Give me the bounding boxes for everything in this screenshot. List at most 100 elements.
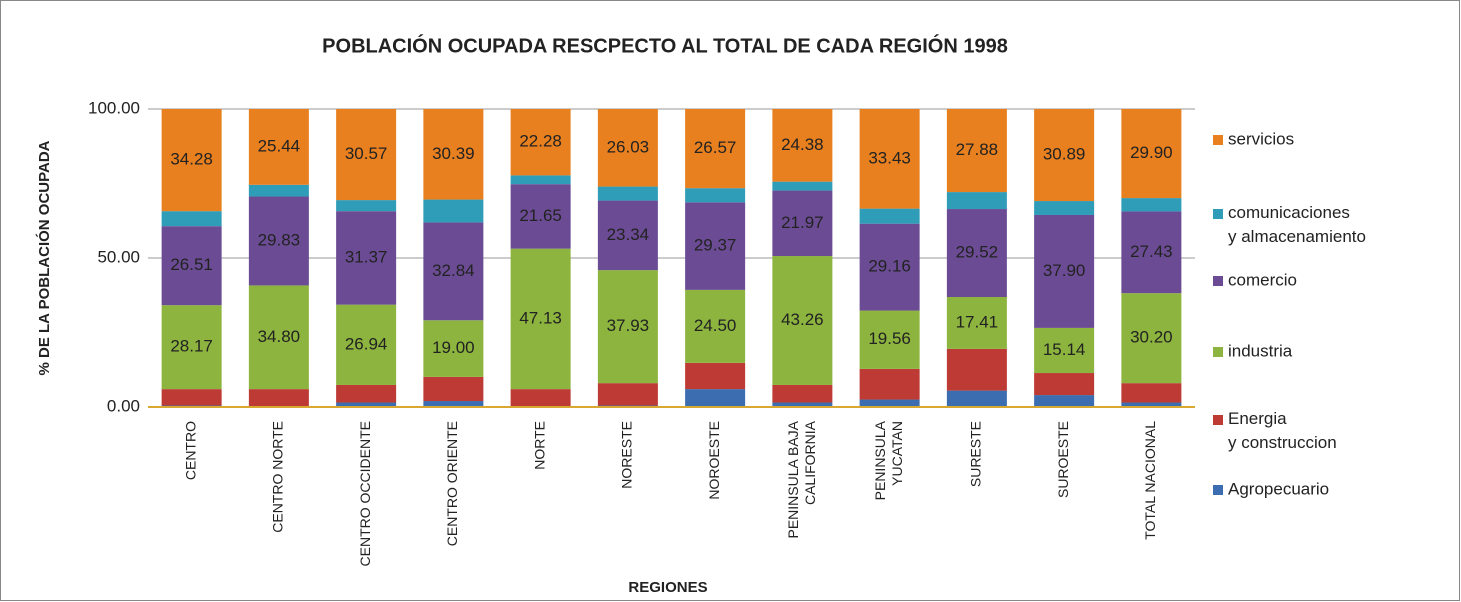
data-label: 30.89 [1043,145,1086,164]
legend-label: Energia y construccion [1228,409,1337,452]
bar-segment [161,211,222,227]
x-tick-label: NOROESTE [706,421,722,500]
bar-segment [685,389,746,407]
data-label: 28.17 [170,337,213,356]
x-tick-label: SUROESTE [1055,421,1071,498]
data-label: 21.65 [519,206,562,225]
bar-segment [248,109,309,185]
x-tick-label: CENTRO ORIENTE [444,421,460,546]
x-tick-label: PENINSULA BAJACALIFORNIA [785,420,818,538]
bar-segment [1034,373,1095,396]
bar-segment [423,222,484,321]
bar-segment [859,223,920,311]
chart-title: POBLACIÓN OCUPADA RESCPECTO AL TOTAL DE … [322,33,1008,57]
data-label: 29.83 [258,230,301,249]
bar-segment [597,270,658,384]
bar-segment [685,202,746,290]
bar-segment [1034,201,1095,215]
legend-swatch [1213,276,1223,286]
bar-segment [772,181,833,191]
data-label: 43.26 [781,310,824,329]
bar-segment [1121,383,1182,403]
bar-segment [423,109,484,200]
data-label: 19.56 [868,329,911,348]
data-label: 30.39 [432,144,475,163]
bar-segment [248,389,309,407]
bar-segment [772,384,833,403]
bar-segment [161,389,222,406]
y-tick-label: 0.00 [107,396,140,415]
data-label: 29.90 [1130,143,1173,162]
bar-segment [336,200,397,212]
data-label: 34.28 [170,150,213,169]
data-label: 26.57 [694,138,737,157]
legend-label: comercio [1228,270,1297,289]
bar-segment [859,399,920,407]
x-tick-label: CENTRO OCCIDENTE [357,421,373,566]
x-axis-label: REGIONES [628,579,707,596]
data-label: 30.57 [345,144,388,163]
x-tick-label: NORESTE [619,421,635,489]
legend-label: Agropecuario [1228,479,1329,498]
bar-segment [510,248,571,390]
legend-swatch [1213,485,1223,495]
data-label: 32.84 [432,261,475,280]
y-tick-label: 100.00 [88,98,140,117]
data-label: 26.94 [345,334,388,353]
x-tick-label: CENTRO NORTE [270,421,286,533]
x-tick-label: PENINSULAYUCATAN [872,420,905,500]
data-label: 26.03 [607,137,650,156]
bar-segment [336,109,397,201]
bar-segment [685,289,746,363]
bar-segment [597,109,658,187]
data-label: 23.34 [607,225,650,244]
data-label: 34.80 [258,327,301,346]
bar-segment [248,285,309,390]
data-label: 15.14 [1043,340,1086,359]
bar-segment [423,199,484,223]
bar-segment [336,384,397,403]
bar-segment [161,109,222,212]
bar-segment [1121,293,1182,384]
bar-segment [161,226,222,306]
data-label: 25.44 [258,136,301,155]
y-axis-label: % DE LA POBLACIÓN OCUPADA [35,140,53,375]
data-label: 31.37 [345,247,388,266]
bar-segment [772,190,833,257]
bar-segment [946,348,1007,391]
bar-segment [772,256,833,385]
bar-segment [161,305,222,390]
data-label: 37.93 [607,316,650,335]
bar-segment [946,192,1007,210]
data-label: 24.50 [694,316,737,335]
bar-segment [859,208,920,224]
legend-label: industria [1228,341,1293,360]
bar-segment [772,402,833,407]
bar-segment [946,297,1007,349]
bar-segment [336,402,397,407]
bar-segment [1121,109,1182,199]
data-label: 21.97 [781,213,824,232]
bar-segment [423,376,484,402]
data-label: 27.43 [1130,242,1173,261]
bar-segment [597,200,658,271]
bar-segment [859,368,920,400]
bar-segment [1121,198,1182,212]
bar-segment [336,211,397,305]
data-label: 17.41 [956,312,999,331]
legend-swatch [1213,135,1223,145]
legend-swatch [1213,415,1223,425]
bar-segment [510,389,571,407]
bar-segment [248,196,309,286]
bar-segment [510,175,571,185]
bar-segment [946,109,1007,193]
x-tick-label: TOTAL NACIONAL [1142,421,1158,540]
data-label: 19.00 [432,338,475,357]
bar-segment [336,304,397,385]
data-label: 27.88 [956,140,999,159]
bar-segment [946,209,1007,298]
bar-segment [1034,109,1095,202]
bar-segment [1121,211,1182,294]
bar-segment [597,383,658,406]
